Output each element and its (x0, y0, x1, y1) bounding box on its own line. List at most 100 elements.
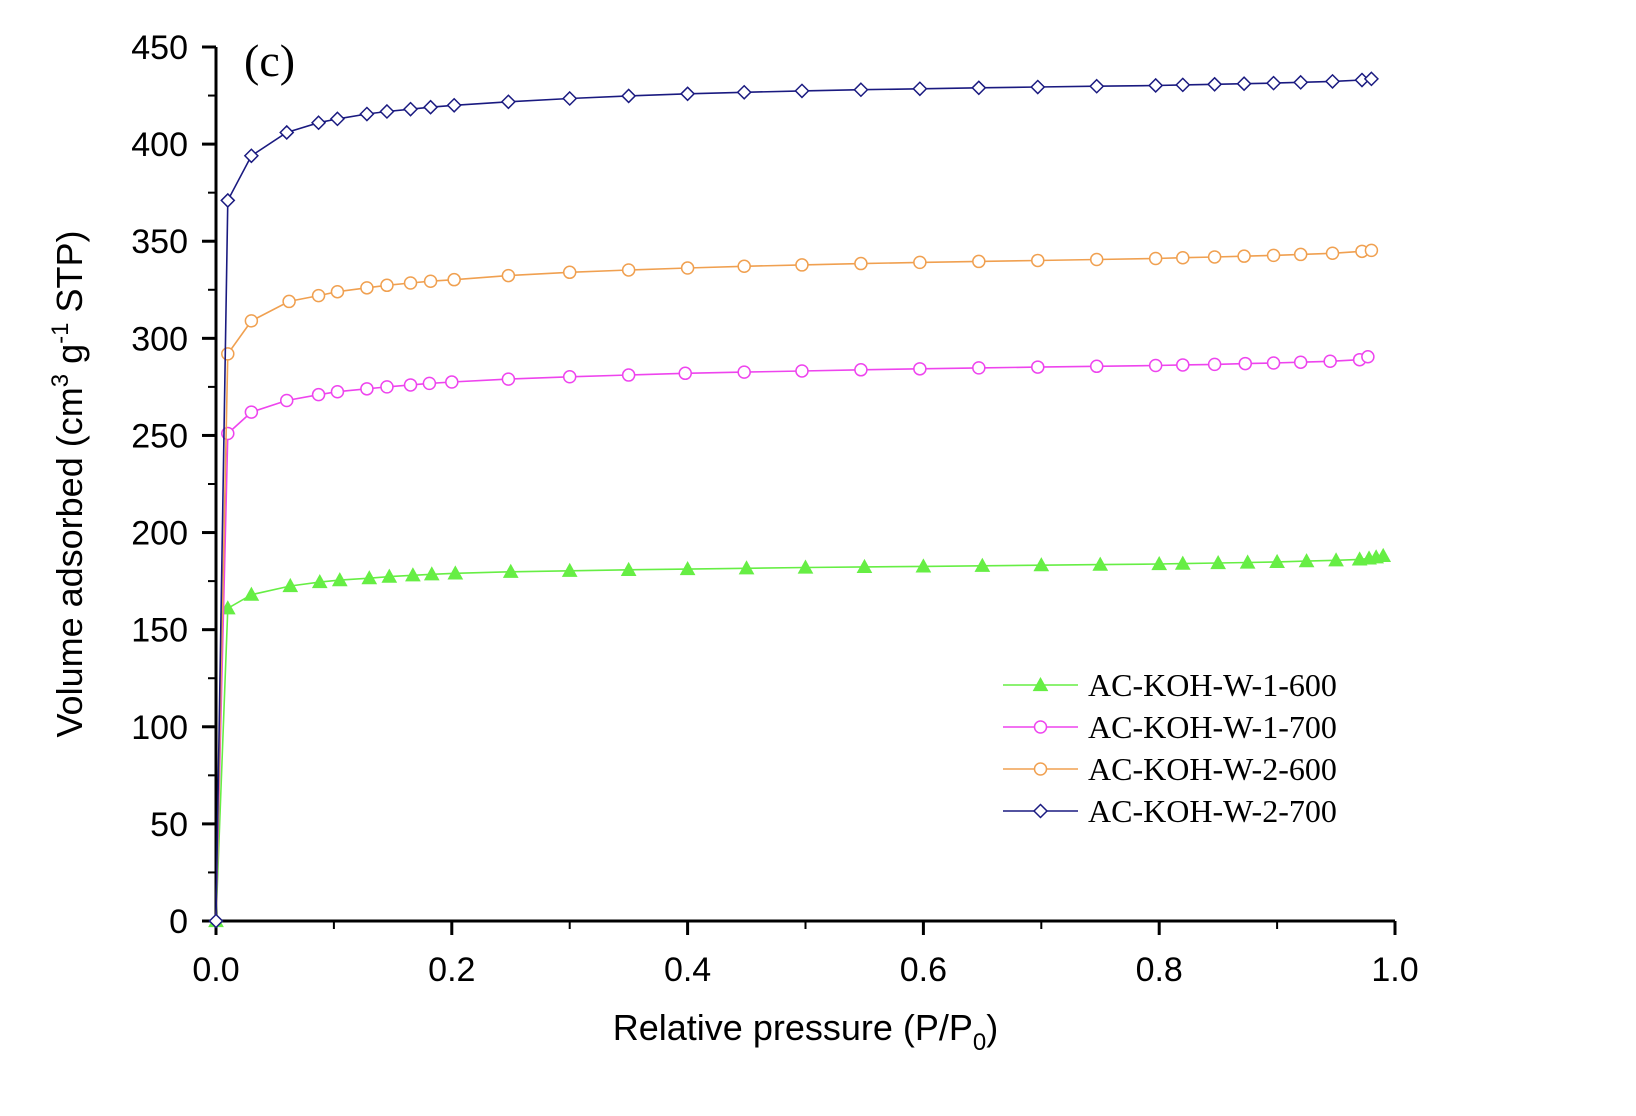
series-line (215, 356, 1369, 922)
x-tick-label: 0.4 (664, 951, 711, 989)
data-point (853, 82, 869, 98)
data-point (1175, 77, 1191, 93)
data-point (403, 378, 418, 392)
data-point (972, 361, 986, 375)
y-tick-label: 250 (131, 417, 188, 455)
panel-label: (c) (244, 35, 295, 86)
data-point (621, 368, 636, 382)
y-ticks: 0 50 100 150 200 250 300 350 400 450 (131, 29, 216, 941)
data-point (912, 81, 928, 97)
data-point (423, 274, 438, 288)
y-axis-title-part2: g (49, 344, 90, 374)
data-point (679, 561, 696, 576)
data-point (380, 278, 394, 293)
series-AC-KOH-W-2-600 (215, 243, 1379, 922)
data-point (221, 347, 235, 361)
data-point (1239, 554, 1256, 569)
data-point (1361, 350, 1375, 364)
x-tick-label: 0.2 (428, 951, 475, 989)
data-point (1363, 71, 1379, 87)
data-point (1210, 555, 1226, 570)
legend: AC-KOH-W-1-600 AC-KOH-W-1-700 AC-KOH-W-2-6… (1003, 667, 1337, 829)
data-point (447, 272, 461, 287)
data-point (402, 101, 419, 117)
data-point (282, 577, 299, 593)
data-point (738, 560, 755, 575)
data-point (1328, 552, 1344, 567)
data-point (856, 558, 873, 574)
data-point (1236, 76, 1252, 92)
data-point (1033, 557, 1050, 572)
y-axis-title: Volume adsorbed (cm3 g-1 STP) (47, 231, 90, 738)
data-point (329, 111, 345, 127)
y-tick-label: 150 (131, 612, 188, 650)
data-point (913, 255, 927, 270)
data-point (330, 284, 345, 299)
data-point (244, 405, 259, 419)
data-point (797, 559, 814, 574)
data-point (1176, 358, 1190, 372)
data-point (1031, 360, 1045, 374)
x-axis-title: Relative pressure (P/P0) (613, 1007, 999, 1056)
y-tick-label: 350 (131, 223, 188, 261)
data-point (736, 84, 752, 100)
data-point (360, 281, 374, 295)
data-point (1266, 356, 1281, 370)
data-point (854, 256, 868, 271)
legend-swatch-marker (1032, 676, 1049, 692)
data-point (915, 558, 932, 573)
data-point (501, 372, 516, 386)
data-point (562, 90, 578, 107)
series-AC-KOH-W-1-700 (215, 350, 1375, 922)
data-point (243, 586, 260, 601)
data-point (1089, 252, 1104, 267)
data-point (562, 265, 577, 280)
data-point (422, 376, 437, 391)
data-point (331, 572, 348, 587)
data-point (359, 106, 375, 122)
data-point (1148, 251, 1163, 266)
data-point (1148, 77, 1164, 94)
data-point (737, 259, 751, 274)
data-point (1237, 249, 1251, 263)
legend-item: AC-KOH-W-1-700 (1003, 709, 1337, 745)
data-point (379, 103, 395, 120)
legend-label: AC-KOH-W-2-700 (1088, 793, 1337, 829)
x-ticks: 0.0 0.2 0.4 0.6 0.8 1.0 (192, 921, 1419, 989)
legend-label: AC-KOH-W-2-600 (1088, 751, 1337, 787)
data-point (1364, 243, 1379, 258)
x-axis-title-main: Relative pressure (P/P (613, 1007, 973, 1048)
data-point (1269, 553, 1285, 568)
data-point (972, 254, 986, 269)
y-axis-title-part3: STP) (49, 231, 90, 323)
y-tick-label: 400 (131, 126, 188, 164)
y-tick-label: 100 (131, 709, 188, 747)
data-point (330, 384, 345, 399)
data-point (311, 574, 328, 589)
series-AC-KOH-W-2-700 (208, 71, 1379, 929)
data-point (1030, 79, 1046, 95)
data-point (971, 80, 987, 96)
data-point (361, 570, 378, 585)
data-point (282, 294, 296, 309)
data-point (1325, 246, 1340, 261)
data-point (1298, 553, 1315, 568)
data-point (680, 86, 696, 102)
legend-item: AC-KOH-W-1-600 (1003, 667, 1337, 703)
data-point (1092, 556, 1109, 571)
data-point (795, 258, 809, 272)
y-tick-label: 450 (131, 29, 188, 67)
data-point (208, 913, 224, 929)
data-point (1324, 73, 1341, 89)
data-point (1148, 358, 1163, 373)
data-point (447, 565, 464, 580)
x-tick-label: 0.0 (192, 951, 239, 989)
data-point (423, 566, 440, 581)
data-point (220, 192, 236, 208)
data-point (244, 314, 259, 328)
data-point (1293, 247, 1308, 262)
data-point (1207, 357, 1222, 372)
data-point (562, 370, 577, 384)
data-point (561, 562, 578, 577)
data-point (1293, 355, 1308, 369)
